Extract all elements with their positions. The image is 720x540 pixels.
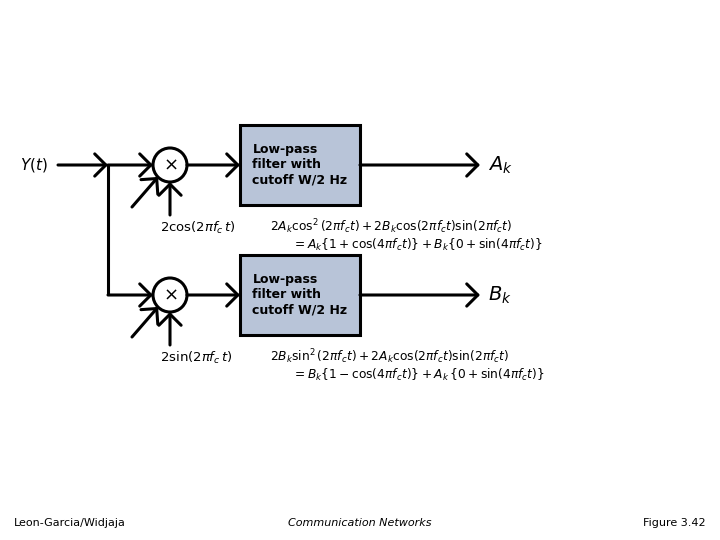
Text: $Y(t)$: $Y(t)$ xyxy=(20,156,48,174)
Text: Leon-Garcia/Widjaja: Leon-Garcia/Widjaja xyxy=(14,518,126,528)
Text: $2B_k\sin^2(2\pi f_ct)+2A_k\cos(2\pi f_ct)\sin(2\pi f_ct)$: $2B_k\sin^2(2\pi f_ct)+2A_k\cos(2\pi f_c… xyxy=(270,347,509,366)
Bar xyxy=(240,125,360,205)
Text: $A_k$: $A_k$ xyxy=(488,154,513,176)
Bar xyxy=(240,255,360,335)
Text: $\times$: $\times$ xyxy=(163,286,177,304)
Text: $2\sin(2\pi f_c\,t)$: $2\sin(2\pi f_c\,t)$ xyxy=(160,350,233,366)
Text: $B_k$: $B_k$ xyxy=(488,285,512,306)
Text: $2A_k\cos^2(2\pi f_ct)+2B_k\cos(2\pi f_ct)\sin(2\pi f_ct)$: $2A_k\cos^2(2\pi f_ct)+2B_k\cos(2\pi f_c… xyxy=(270,217,513,235)
Text: Low-pass
filter with
cutoff W/2 Hz: Low-pass filter with cutoff W/2 Hz xyxy=(253,144,348,186)
Text: Communication Networks: Communication Networks xyxy=(288,518,432,528)
Text: $= A_k\{1 + \cos(4\pi f_ct)\}+B_k\{0 + \sin(4\pi f_ct)\}$: $= A_k\{1 + \cos(4\pi f_ct)\}+B_k\{0 + \… xyxy=(292,237,543,253)
Text: $2\cos(2\pi f_c\,t)$: $2\cos(2\pi f_c\,t)$ xyxy=(160,220,235,236)
Text: Low-pass
filter with
cutoff W/2 Hz: Low-pass filter with cutoff W/2 Hz xyxy=(253,273,348,316)
Text: $= B_k\{1 - \cos(4\pi f_ct)\}+A_k\,\{0 + \sin(4\pi f_ct)\}$: $= B_k\{1 - \cos(4\pi f_ct)\}+A_k\,\{0 +… xyxy=(292,367,545,383)
Text: $\times$: $\times$ xyxy=(163,156,177,174)
Text: Figure 3.42: Figure 3.42 xyxy=(644,518,706,528)
